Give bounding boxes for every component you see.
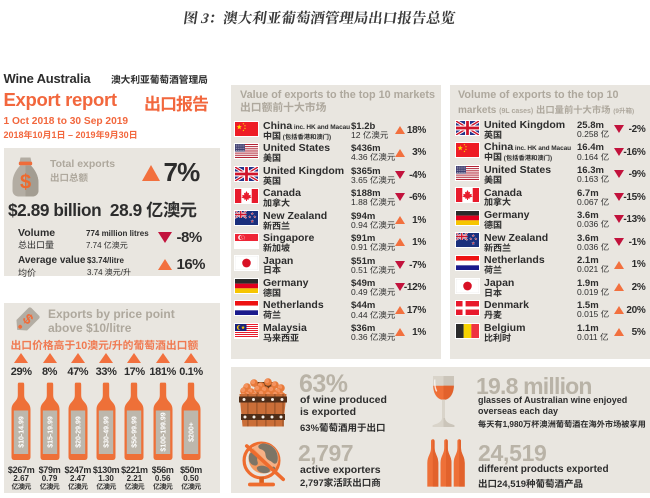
- svg-text:$15-19.99: $15-19.99: [47, 416, 54, 448]
- svg-text:$20-29.99: $20-29.99: [75, 416, 82, 448]
- svg-text:$10-14.99: $10-14.99: [19, 416, 26, 448]
- svg-text:$200+: $200+: [188, 422, 195, 442]
- svg-text:$50-99.99: $50-99.99: [132, 416, 139, 448]
- svg-text:$: $: [20, 172, 31, 194]
- svg-text:$100-199.99: $100-199.99: [160, 412, 167, 451]
- svg-text:$30-49.99: $30-49.99: [103, 416, 110, 448]
